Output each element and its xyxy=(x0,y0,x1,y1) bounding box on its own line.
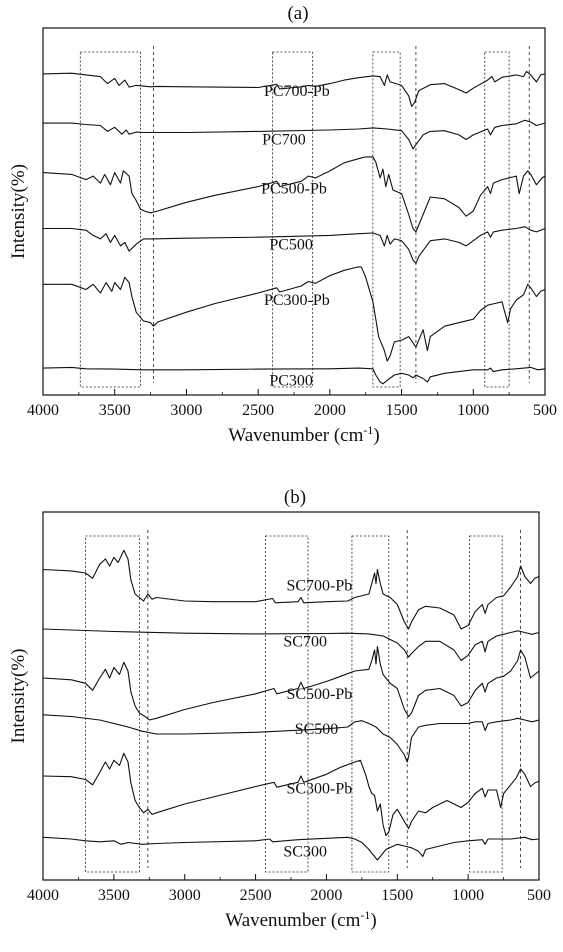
x-tick-label: 1000 xyxy=(457,402,489,419)
dashed-region-box xyxy=(85,535,140,873)
x-tick-label: 500 xyxy=(533,402,557,419)
panel-a-chart: (a) PC700-Pb PC700 PC500-Pb PC500 PC300-Pb PC3… xyxy=(8,3,557,446)
x-tick-label: 2000 xyxy=(310,887,342,904)
spectrum-line-pc300-pb xyxy=(43,266,546,362)
x-tick-label: 1500 xyxy=(381,887,413,904)
y-axis-label: Intensity(%) xyxy=(8,164,29,259)
series-label: SC300 xyxy=(283,844,327,861)
panel-title: (b) xyxy=(284,487,306,508)
series-label: SC500-Pb xyxy=(286,686,352,703)
x-tick-label: 1000 xyxy=(452,887,484,904)
series-label: PC500 xyxy=(269,236,313,253)
x-tick-label: 3500 xyxy=(99,402,131,419)
series-label: PC300-Pb xyxy=(264,292,330,309)
x-axis-label: Wavenumber (cm-1) xyxy=(225,908,376,931)
dashed-region-box xyxy=(372,51,401,388)
spectrum-line-sc500-pb xyxy=(42,645,540,721)
spectrum-line-pc500-pb xyxy=(42,156,546,233)
spectrum-line-sc700-pb xyxy=(42,549,540,630)
panel-b-chart: (b) SC700-Pb SC700 SC500-Pb SC500 SC300-Pb SC3… xyxy=(8,487,551,931)
x-tick-label: 3000 xyxy=(170,402,202,419)
x-tick-label: 3500 xyxy=(98,887,130,904)
series-label: PC700 xyxy=(262,132,306,149)
y-axis-label: Intensity(%) xyxy=(8,649,29,744)
spectrum-line-sc700 xyxy=(42,628,540,662)
x-tick-label: 2000 xyxy=(314,402,346,419)
panel-title: (a) xyxy=(287,3,308,24)
series-label: PC300 xyxy=(269,373,313,390)
dashed-region-box xyxy=(469,535,503,873)
dashed-region-box xyxy=(351,535,390,873)
dashed-region-box xyxy=(265,535,309,873)
x-tick-label: 4000 xyxy=(27,402,59,419)
series-label: SC700-Pb xyxy=(286,578,352,595)
series-label: SC500 xyxy=(295,721,339,738)
series-label: PC700-Pb xyxy=(264,83,330,100)
x-tick-label: 500 xyxy=(527,887,551,904)
spectrum-line-pc300 xyxy=(42,366,546,385)
spectrum-line-sc300-pb xyxy=(42,752,540,837)
spectrum-line-pc700-pb xyxy=(42,70,546,107)
dashed-region-box xyxy=(272,51,314,388)
spectrum-line-pc700 xyxy=(43,119,546,150)
x-tick-label: 2500 xyxy=(240,887,272,904)
spectrum-line-pc500 xyxy=(43,226,546,264)
x-tick-label: 3000 xyxy=(169,887,201,904)
series-label: SC700 xyxy=(283,634,327,651)
series-label: SC300-Pb xyxy=(286,781,352,798)
x-tick-label: 1500 xyxy=(386,402,418,419)
x-tick-label: 4000 xyxy=(27,887,59,904)
dashed-region-box xyxy=(484,51,510,388)
spectrum-line-sc500 xyxy=(42,714,540,763)
x-tick-label: 2500 xyxy=(242,402,274,419)
spectrum-line-sc300 xyxy=(42,836,540,861)
dashed-region-box xyxy=(79,51,141,388)
x-axis-label: Wavenumber (cm-1) xyxy=(228,423,379,446)
series-label: PC500-Pb xyxy=(261,181,327,198)
